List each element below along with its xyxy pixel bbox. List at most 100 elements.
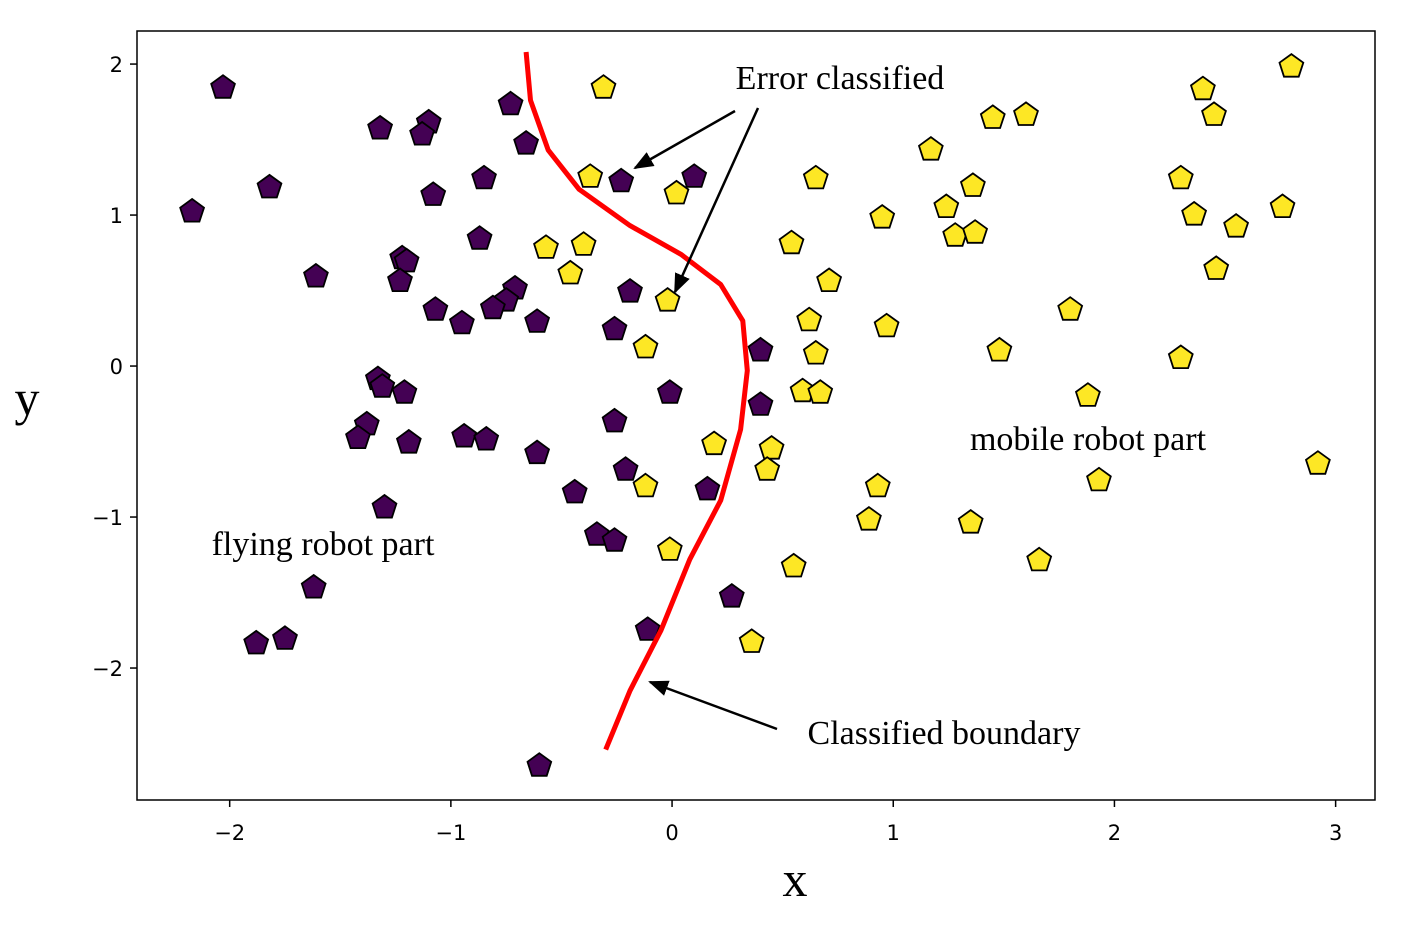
point <box>873 312 900 338</box>
annotation-arrow <box>648 680 778 731</box>
point <box>303 262 329 288</box>
point <box>1189 75 1216 101</box>
point <box>420 181 447 206</box>
point <box>959 172 986 197</box>
point <box>796 306 823 332</box>
point <box>524 308 551 333</box>
point <box>1181 200 1208 226</box>
point <box>864 472 891 498</box>
point <box>526 752 553 777</box>
x-tick-label: 2 <box>1108 821 1121 845</box>
point <box>608 167 635 193</box>
y-tick-label: −1 <box>92 506 123 530</box>
x-tick-label: 1 <box>887 821 900 845</box>
point <box>654 286 681 312</box>
annotation-arrow <box>673 107 760 294</box>
y-tick-label: 0 <box>110 355 123 379</box>
annotation: Error classified <box>736 60 945 97</box>
point <box>942 222 969 247</box>
annotation-arrow <box>633 109 736 170</box>
point <box>1074 382 1101 407</box>
point <box>1167 344 1194 370</box>
point <box>1203 255 1230 280</box>
point <box>524 439 551 465</box>
point <box>663 179 690 205</box>
point <box>256 173 283 199</box>
point <box>738 628 765 653</box>
point <box>632 333 659 359</box>
point <box>473 425 500 451</box>
x-tick-label: −2 <box>214 821 245 845</box>
point <box>656 379 683 404</box>
point <box>1057 296 1084 321</box>
point <box>747 336 774 362</box>
point <box>1201 101 1227 126</box>
point <box>533 234 559 259</box>
point <box>802 164 829 190</box>
point <box>986 336 1013 362</box>
point <box>479 294 506 320</box>
y-tick-label: −2 <box>92 657 123 681</box>
point <box>210 74 236 99</box>
point <box>395 428 422 454</box>
point <box>747 391 774 416</box>
point <box>557 259 584 285</box>
plot-frame <box>136 30 1376 801</box>
point <box>179 197 206 223</box>
point <box>369 373 396 398</box>
point <box>451 422 478 448</box>
point <box>617 277 643 303</box>
point <box>448 309 475 335</box>
point <box>816 267 843 293</box>
y-tick-label: 1 <box>110 204 123 228</box>
point <box>466 225 493 250</box>
annotation: mobile robot part <box>970 421 1207 458</box>
point <box>1026 546 1053 572</box>
point <box>807 379 834 404</box>
point <box>1013 101 1039 126</box>
point <box>300 573 327 599</box>
point <box>758 434 785 460</box>
point <box>590 74 617 99</box>
x-tick-label: 0 <box>665 821 678 845</box>
point <box>979 104 1006 129</box>
point <box>561 478 588 504</box>
point <box>802 339 829 365</box>
point <box>243 629 270 655</box>
point <box>869 203 896 229</box>
point <box>1269 193 1296 219</box>
point <box>601 407 628 433</box>
point <box>1086 466 1112 492</box>
point <box>497 90 524 116</box>
point <box>933 193 960 219</box>
point <box>1223 212 1250 238</box>
annotation: Classified boundary <box>808 715 1081 752</box>
point <box>855 505 882 531</box>
point <box>577 163 604 188</box>
point <box>754 456 781 481</box>
point <box>1304 450 1331 475</box>
point <box>387 267 413 293</box>
point <box>393 247 420 273</box>
point <box>632 472 659 498</box>
annotation: flying robot part <box>212 526 435 563</box>
point <box>471 164 497 190</box>
x-axis-label: x <box>783 851 808 907</box>
point <box>694 475 721 501</box>
point <box>701 430 728 456</box>
point <box>612 456 639 481</box>
y-axis-label: y <box>15 370 40 426</box>
point <box>681 163 708 188</box>
point <box>391 379 418 404</box>
point <box>371 493 398 519</box>
point <box>409 120 436 146</box>
point <box>601 527 628 552</box>
point <box>656 536 683 561</box>
point <box>917 135 944 161</box>
point <box>957 508 984 534</box>
point <box>422 296 449 321</box>
x-tick-label: −1 <box>435 821 466 845</box>
point <box>634 616 661 641</box>
x-tick-label: 3 <box>1329 821 1342 845</box>
